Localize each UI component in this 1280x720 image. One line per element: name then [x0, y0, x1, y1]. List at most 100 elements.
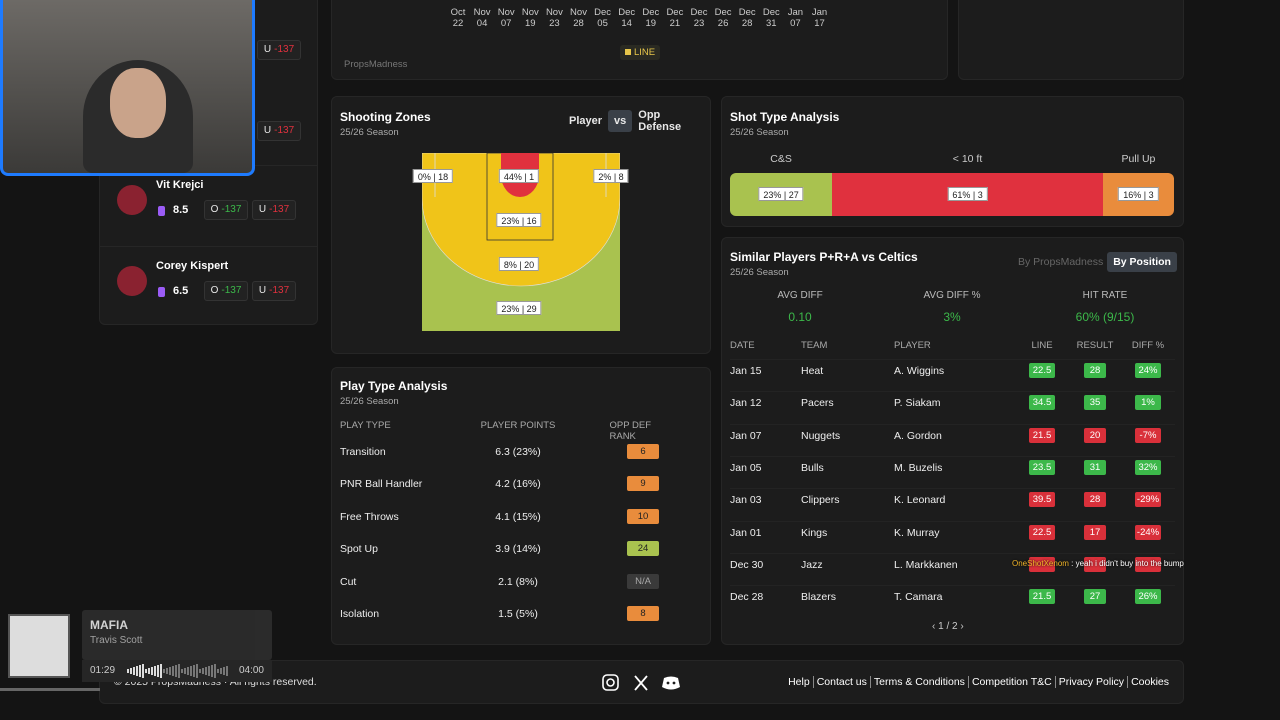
title: Shot Type Analysis	[730, 110, 840, 124]
prop-icon	[158, 206, 165, 216]
separator	[869, 676, 871, 688]
def-rank: 8	[627, 606, 659, 621]
wave-bar	[223, 667, 225, 675]
wave-bar	[187, 667, 189, 675]
wave-bar	[160, 664, 162, 678]
progress-bar	[0, 688, 100, 691]
footer-link[interactable]: Cookies	[1131, 676, 1169, 688]
wave-bar	[139, 665, 141, 677]
cell-date: Jan 01	[730, 526, 762, 539]
shot-type-card: Shot Type Analysis 25/26 Season C&S 23% |…	[721, 96, 1184, 227]
badge-line: 39.5	[1029, 492, 1055, 508]
category-label: < 10 ft	[952, 153, 983, 165]
music-widget: MAFIA Travis Scott 01:29 04:00	[0, 610, 272, 692]
player-points: 4.2 (16%)	[495, 478, 541, 491]
cell-player: K. Murray	[894, 526, 940, 539]
zone-label: 2% | 8	[593, 169, 629, 183]
footer-link[interactable]: Privacy Policy	[1058, 676, 1125, 688]
under-odds[interactable]: U -137	[257, 40, 301, 60]
footer-links: Help Contact us Terms & Conditions Competit…	[788, 676, 1169, 688]
footer-link[interactable]: Terms & Conditions	[873, 676, 965, 688]
wave-bar	[190, 666, 192, 676]
badge-result: 27	[1084, 589, 1106, 605]
toggle-opp[interactable]: Opp Defense	[638, 109, 682, 133]
wave-bar	[166, 668, 168, 674]
column-header: OPP DEF RANK	[609, 420, 652, 442]
stat-value: 3%	[943, 310, 961, 324]
subtitle: 25/26 Season	[340, 127, 399, 138]
tab-active[interactable]: By Position	[1107, 252, 1177, 272]
play-type-card: Play Type Analysis 25/26 Season PLAY TYP…	[331, 367, 711, 645]
footer-link[interactable]: Help	[788, 676, 810, 688]
toggle-vs: vs	[608, 110, 633, 132]
under-value: -137	[274, 125, 295, 136]
row-divider	[730, 455, 1175, 457]
title: Play Type Analysis	[340, 379, 448, 393]
wave-bar	[214, 664, 216, 678]
player-points: 1.5 (5%)	[498, 608, 538, 620]
under-label: U	[263, 44, 272, 55]
wave-bar	[169, 667, 171, 675]
chat-user: OneShotXenom	[1012, 559, 1069, 568]
date-label: Dec 23	[690, 7, 708, 29]
over-odds[interactable]: O -137	[204, 281, 248, 301]
badge-diff: 1%	[1135, 395, 1161, 411]
badge-line: 22.5	[1029, 524, 1055, 540]
chat-message: : yeah i didn't buy into the bump	[1068, 559, 1184, 568]
cell-team: Kings	[801, 526, 828, 539]
waveform	[127, 664, 228, 678]
date-label: Dec 28	[738, 7, 756, 29]
pagination[interactable]: ‹ 1 / 2 ›	[932, 621, 964, 632]
under-label: U	[258, 204, 267, 215]
over-label: O	[210, 204, 219, 215]
play-type: PNR Ball Handler	[340, 478, 423, 491]
row-divider	[730, 359, 1175, 360]
wave-bar	[220, 668, 222, 674]
cell-team: Blazers	[801, 591, 837, 604]
date-label: Jan 07	[787, 7, 804, 29]
stat-value: 0.10	[788, 310, 812, 324]
under-odds[interactable]: U -137	[257, 121, 301, 141]
wave-bar	[226, 666, 228, 676]
zone-label: 23% | 16	[496, 213, 542, 227]
line: 8.5	[173, 204, 189, 216]
category-label: C&S	[770, 153, 792, 165]
cell-player: T. Camara	[894, 591, 943, 604]
column-header: PLAY TYPE	[340, 420, 391, 431]
cell-player: A. Gordon	[894, 429, 942, 442]
wave-bar	[181, 669, 183, 673]
under-odds[interactable]: U -137	[252, 281, 296, 301]
cell-team: Pacers	[801, 397, 834, 410]
wave-bar	[145, 669, 147, 673]
page-label: 1 / 2	[938, 621, 958, 632]
avatar	[117, 185, 147, 215]
tab[interactable]: By PropsMadness	[1018, 256, 1104, 268]
cell-date: Dec 30	[730, 558, 764, 571]
segment-label: 61% | 3	[947, 187, 988, 201]
cell-player: K. Leonard	[894, 494, 946, 507]
cell-team: Clippers	[801, 494, 840, 507]
date-label: Dec 19	[642, 7, 660, 29]
date-label: Dec 14	[618, 7, 636, 29]
play-type: Isolation	[340, 608, 380, 620]
cell-player: P. Siakam	[894, 397, 941, 410]
player-name: Corey Kispert	[156, 260, 229, 272]
under-odds[interactable]: U -137	[252, 200, 296, 220]
wave-bar	[193, 665, 195, 677]
track-artist: Travis Scott	[90, 635, 143, 646]
toggle-player[interactable]: Player	[569, 115, 603, 127]
cell-team: Nuggets	[801, 429, 841, 442]
social-icons[interactable]	[600, 673, 682, 693]
footer-link[interactable]: Competition T&C	[971, 676, 1052, 688]
def-rank: 10	[627, 508, 659, 524]
row-divider	[730, 552, 1175, 554]
date-label: Oct 22	[450, 7, 466, 29]
line: 6.5	[173, 285, 189, 297]
over-odds[interactable]: O -137	[204, 200, 248, 220]
footer-link[interactable]: Contact us	[816, 676, 867, 688]
def-rank: 9	[627, 476, 659, 492]
player-points: 4.1 (15%)	[495, 510, 541, 523]
badge-result: 28	[1084, 363, 1106, 378]
play-type: Cut	[340, 575, 357, 588]
